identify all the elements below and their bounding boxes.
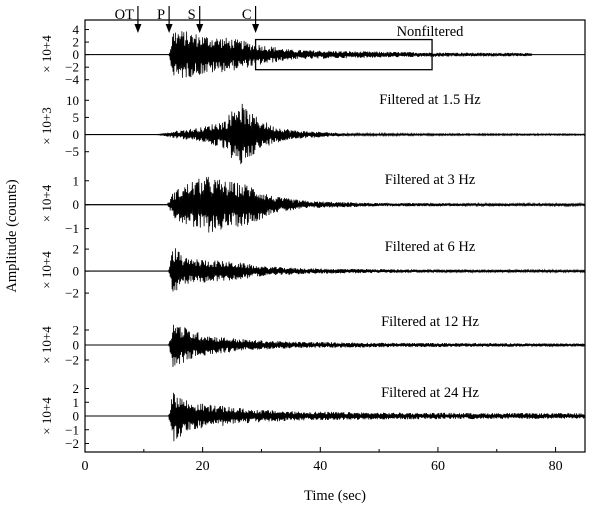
y-tick-label: 0	[73, 47, 80, 62]
waveform	[85, 248, 586, 292]
highlight-window	[254, 38, 433, 71]
panel-3: 1 0 −1 × 10+4 Filtered at 3 Hz	[39, 172, 586, 236]
y-tick-label: −4	[65, 72, 79, 87]
x-axis: 0 20 40 60 80	[82, 447, 563, 474]
marker-arrow-head	[134, 24, 142, 33]
scale-label: × 10+4	[39, 35, 54, 73]
y-tick-label: 0	[73, 197, 80, 212]
x-tick-label: 40	[313, 459, 327, 474]
y-tick-label: 2	[73, 381, 80, 396]
panel-label: Filtered at 24 Hz	[381, 385, 479, 401]
x-tick-label: 0	[82, 459, 89, 474]
waveform	[85, 392, 586, 442]
marker-label: C	[242, 7, 252, 23]
y-tick-label: 1	[73, 173, 80, 188]
plot-frame	[84, 19, 586, 453]
y-tick-label: 5	[73, 110, 80, 125]
y-tick-label: 0	[73, 409, 80, 424]
marker-p: P	[157, 6, 173, 33]
marker-label: P	[157, 7, 165, 23]
y-tick-label: 2	[73, 35, 80, 50]
panel-label: Filtered at 12 Hz	[381, 314, 479, 330]
x-axis-title: Time (sec)	[304, 488, 366, 504]
y-tick-label: −1	[65, 221, 79, 236]
scale-label: × 10+4	[39, 184, 54, 222]
x-tick-label: 60	[431, 459, 445, 474]
y-tick-label: 0	[73, 264, 80, 279]
y-tick-label: 4	[73, 22, 80, 37]
panel-1: 420−2−4 × 10+4 Nonfiltered	[39, 22, 585, 87]
marker-arrow-head	[165, 24, 173, 33]
y-tick-label: −1	[65, 422, 79, 437]
panel-4: 2 0 −2 × 10+4 Filtered at 6 Hz	[39, 239, 586, 301]
marker-ot: OT	[115, 6, 142, 33]
marker-label: OT	[115, 7, 134, 23]
y-axis-title: Amplitude (counts)	[4, 179, 20, 292]
y-tick-label: 0	[73, 127, 80, 142]
x-tick-label: 80	[549, 459, 563, 474]
marker-s: S	[188, 6, 204, 33]
x-tick-label: 20	[196, 459, 210, 474]
panel-label: Filtered at 6 Hz	[385, 239, 476, 255]
y-tick-label: −5	[65, 144, 79, 159]
waveform	[85, 324, 586, 368]
waveform	[85, 176, 586, 233]
y-tick-label: −2	[65, 353, 79, 368]
y-tick-label: −2	[65, 436, 79, 451]
waveform	[85, 103, 586, 165]
panel-label: Filtered at 1.5 Hz	[379, 92, 481, 108]
marker-c: C	[242, 6, 260, 33]
arrival-markers: OT P S C	[115, 6, 260, 33]
scale-label: × 10+4	[39, 326, 54, 364]
panel-6: 210−1−2 × 10+4 Filtered at 24 Hz	[39, 381, 586, 451]
y-tick-label: 2	[73, 323, 80, 338]
marker-arrow-head	[196, 24, 204, 33]
y-tick-label: 2	[73, 242, 80, 257]
y-tick-label: −2	[65, 60, 79, 75]
panel-label: Filtered at 3 Hz	[385, 172, 476, 188]
scale-label: × 10+4	[39, 397, 54, 435]
y-tick-label: 0	[73, 338, 80, 353]
scale-label: × 10+3	[39, 107, 54, 144]
panel-2: 10 5 0 −5 × 10+3 Filtered at 1.5 Hz	[39, 92, 586, 165]
marker-label: S	[188, 7, 196, 23]
y-tick-label: 10	[66, 93, 79, 108]
marker-arrow-head	[252, 24, 260, 33]
panel-label: Nonfiltered	[397, 24, 465, 40]
y-tick-label: 1	[73, 395, 80, 410]
waveform	[85, 31, 533, 78]
panel-5: 20−2 × 10+4 Filtered at 12 Hz	[39, 314, 586, 368]
scale-label: × 10+4	[39, 251, 54, 289]
y-tick-label: −2	[65, 286, 79, 301]
